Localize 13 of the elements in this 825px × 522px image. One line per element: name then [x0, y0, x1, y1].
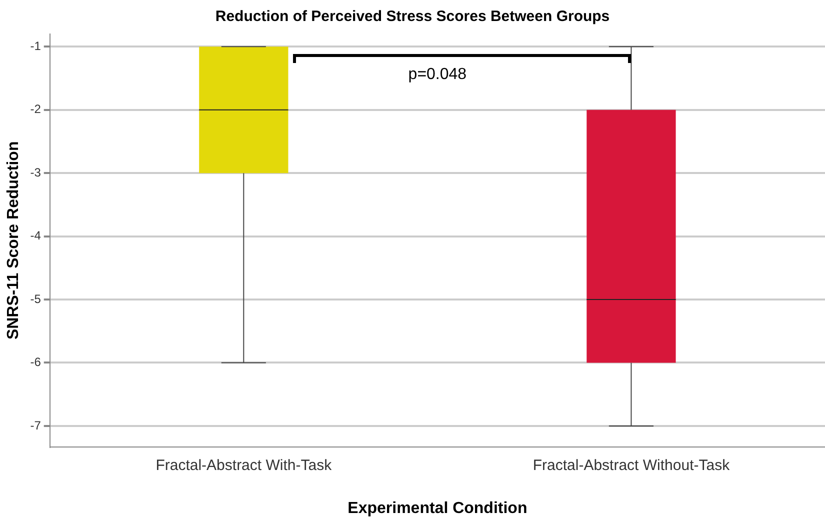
y-tick-label: -5: [30, 292, 42, 306]
y-tick-label: -7: [30, 418, 42, 432]
y-axis-title: SNRS-11 Score Reduction: [5, 141, 22, 340]
y-tick-label: -4: [30, 228, 42, 243]
y-tick-label: -2: [30, 102, 42, 116]
x-axis-title: Experimental Condition: [348, 500, 528, 517]
chart-title: Reduction of Perceived Stress Scores Between Groups: [215, 8, 610, 26]
annotation: p=0.048: [408, 66, 467, 84]
x-tick-label: Fractal-Abstract With-Task: [156, 456, 332, 474]
y-tick-label: -6: [30, 355, 42, 370]
y-tick-label: -1: [30, 38, 42, 53]
x-tick-label: Fractal-Abstract Without-Task: [532, 456, 730, 474]
y-tick-label: -3: [30, 165, 42, 180]
